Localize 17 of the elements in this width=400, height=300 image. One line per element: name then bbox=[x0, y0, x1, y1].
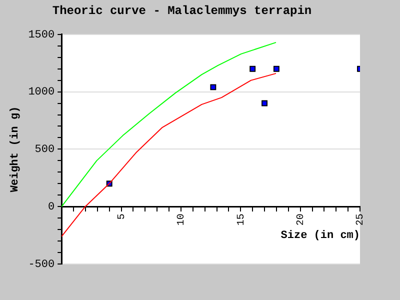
x-tick-label: 25 bbox=[356, 214, 367, 226]
y-tick-label: 500 bbox=[34, 144, 55, 156]
point bbox=[262, 100, 268, 106]
x-axis-title: Size (in cm) bbox=[280, 230, 360, 242]
x-tick-label: 10 bbox=[176, 214, 188, 226]
y-tick-label: -500 bbox=[28, 258, 55, 271]
y-tick-label: 0 bbox=[48, 202, 55, 214]
chart-title: Theoric curve - Malaclemmys terrapin bbox=[52, 4, 312, 18]
x-tick-label: 15 bbox=[236, 214, 248, 226]
x-tick-label: 5 bbox=[116, 214, 128, 220]
point bbox=[250, 66, 256, 72]
point bbox=[210, 84, 216, 90]
point bbox=[273, 66, 280, 72]
y-tick-label: 1500 bbox=[28, 29, 55, 42]
x-tick-label: 20 bbox=[296, 214, 307, 226]
y-axis-title: Weight (in g) bbox=[9, 106, 22, 192]
y-tick-label: 1000 bbox=[28, 86, 55, 99]
